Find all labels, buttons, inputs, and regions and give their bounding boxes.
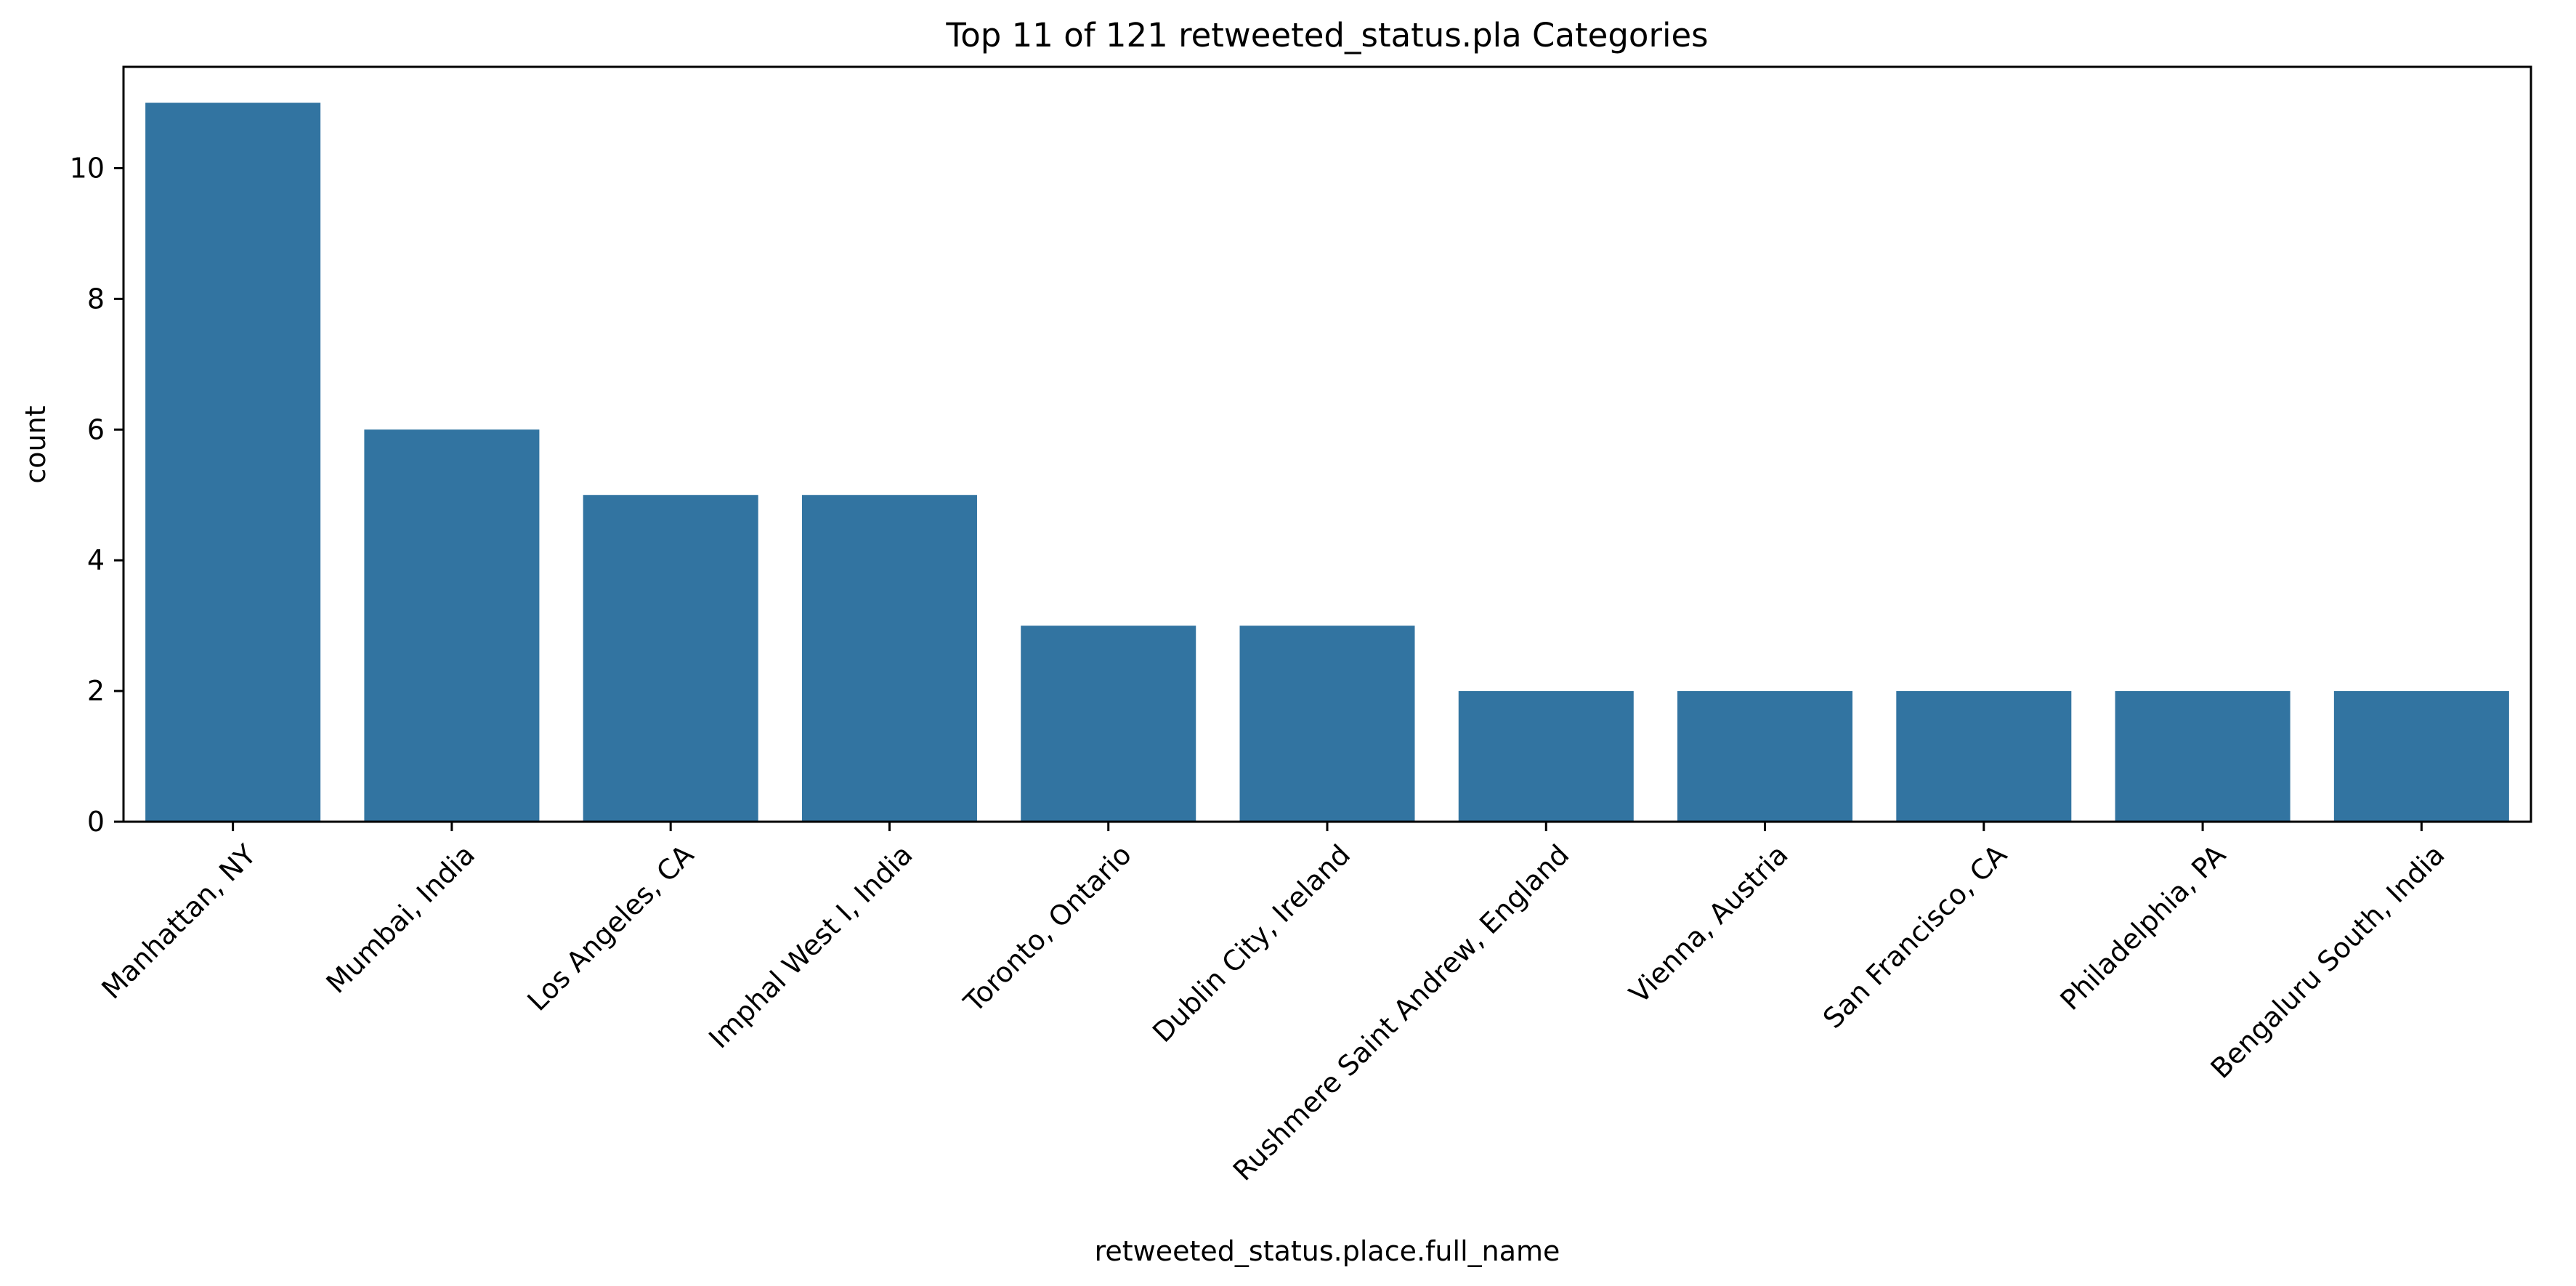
bar [1896, 691, 2072, 822]
bar [1239, 626, 1415, 822]
x-tick-label: Vienna, Austria [1623, 838, 1794, 1009]
bar [364, 429, 540, 822]
x-tick-label: San Francisco, CA [1817, 838, 2013, 1035]
y-axis-ticks: 0 2 4 6 8 10 [70, 152, 123, 838]
bar [583, 495, 758, 822]
y-tick-label: 10 [70, 152, 105, 184]
x-tick-label: Imphal West I, India [702, 838, 918, 1054]
y-tick-label: 8 [87, 283, 105, 315]
x-tick-label: Manhattan, NY [95, 838, 262, 1005]
y-tick-label: 2 [87, 675, 105, 707]
bar [2333, 691, 2509, 822]
bar [1021, 626, 1196, 822]
bar [145, 102, 321, 822]
x-axis-label: retweeted_status.place.full_name [1095, 1235, 1560, 1267]
x-tick-label: Rushmere Saint Andrew, England [1227, 838, 1576, 1187]
x-axis-ticks: Manhattan, NY Mumbai, India Los Angeles, C… [95, 822, 2451, 1187]
bar [1458, 691, 1634, 822]
x-tick-label: Philadelphia, PA [2054, 838, 2232, 1016]
plot-frame [122, 65, 2532, 823]
bar [801, 495, 977, 822]
x-tick-label: Mumbai, India [320, 838, 482, 1000]
y-axis-label: count [20, 405, 52, 483]
chart-title: Top 11 of 121 retweeted_status.pla Categ… [945, 16, 1708, 54]
x-tick-label: Dublin City, Ireland [1146, 838, 1356, 1048]
y-tick-label: 0 [87, 806, 105, 838]
x-tick-label: Bengaluru South, India [2205, 838, 2451, 1085]
x-tick-label: Toronto, Ontario [957, 838, 1138, 1019]
bar [2115, 691, 2291, 822]
bar [1677, 691, 1853, 822]
x-tick-label: Los Angeles, CA [522, 838, 700, 1017]
bars-layer [145, 102, 2509, 822]
y-tick-label: 6 [87, 413, 105, 445]
y-tick-label: 4 [87, 544, 105, 576]
